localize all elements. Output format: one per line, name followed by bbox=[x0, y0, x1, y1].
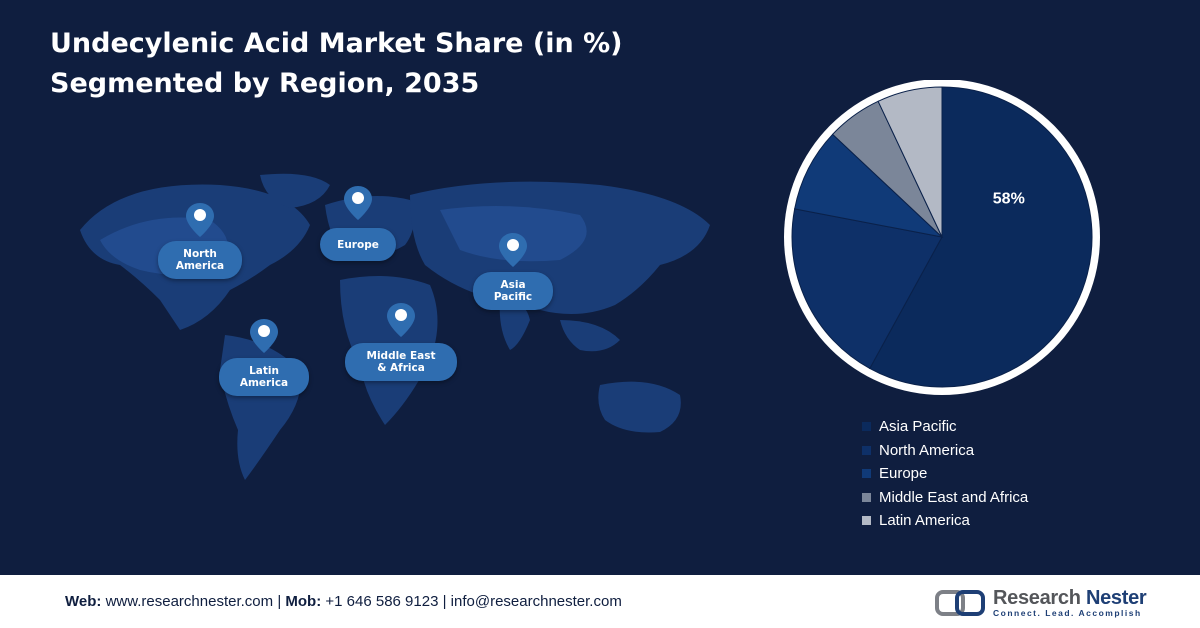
region-tag-line: & Africa bbox=[377, 362, 425, 374]
pie-chart-svg: 58% bbox=[784, 79, 1100, 395]
map-pin-icon bbox=[344, 186, 372, 220]
contact-info: Web: www.researchnester.com | Mob: +1 64… bbox=[65, 593, 622, 610]
region-tag-line: Middle East bbox=[366, 350, 436, 362]
web-link[interactable]: www.researchnester.com bbox=[105, 593, 274, 610]
phone-number: +1 646 586 9123 bbox=[325, 593, 439, 610]
pie-chart: 58% bbox=[770, 79, 1115, 395]
title-line-2: Segmented by Region, 2035 bbox=[50, 68, 480, 99]
region-tag-line: Europe bbox=[337, 238, 379, 251]
region-tag-middle-east-africa: Middle East & Africa bbox=[345, 343, 457, 381]
web-label: Web: bbox=[65, 593, 102, 610]
map-greenland bbox=[260, 173, 330, 208]
chart-legend: Asia Pacific North America Europe Middle Ea… bbox=[862, 415, 1028, 533]
chart-title: Undecylenic Acid Market Share (in %) Seg… bbox=[50, 24, 623, 104]
legend-swatch bbox=[862, 469, 871, 479]
region-tag-line: Asia bbox=[500, 279, 526, 291]
region-tag-line: America bbox=[239, 377, 289, 389]
region-tag-line: Pacific bbox=[493, 291, 533, 303]
map-pin-icon bbox=[387, 303, 415, 337]
pie-slice-latin-america bbox=[877, 86, 943, 238]
legend-swatch bbox=[862, 422, 871, 432]
legend-label: Latin America bbox=[879, 512, 970, 530]
map-southeast-asia bbox=[560, 320, 620, 352]
region-tag-europe: Europe bbox=[320, 228, 396, 261]
footer: Web: www.researchnester.com | Mob: +1 64… bbox=[0, 575, 1200, 628]
legend-item: Europe bbox=[862, 462, 1028, 486]
region-tag-line: North bbox=[183, 248, 217, 260]
legend-item: Middle East and Africa bbox=[862, 486, 1028, 510]
brand-tagline: Connect. Lead. Accomplish bbox=[993, 608, 1142, 618]
region-tag-line: America bbox=[175, 260, 225, 272]
brand-logo: Research Nester Connect. Lead. Accomplis… bbox=[935, 585, 1147, 621]
legend-label: Europe bbox=[879, 465, 928, 483]
region-tag-asia-pacific: Asia Pacific bbox=[473, 272, 553, 310]
map-pin-icon bbox=[499, 233, 527, 267]
pie-data-label: 58% bbox=[993, 190, 1025, 207]
title-line-1: Undecylenic Acid Market Share (in %) bbox=[50, 28, 623, 59]
map-pin-icon bbox=[186, 203, 214, 237]
legend-swatch bbox=[862, 492, 871, 502]
separator: | bbox=[442, 593, 447, 610]
legend-item: North America bbox=[862, 439, 1028, 463]
region-tag-line: Latin bbox=[249, 365, 279, 377]
email-link[interactable]: info@researchnester.com bbox=[450, 593, 622, 610]
legend-label: Middle East and Africa bbox=[879, 488, 1029, 506]
legend-item: Latin America bbox=[862, 509, 1028, 533]
legend-label: North America bbox=[879, 441, 975, 459]
mob-label: Mob: bbox=[285, 593, 322, 610]
brand-name: Research Nester bbox=[993, 587, 1147, 609]
legend-label: Asia Pacific bbox=[879, 418, 957, 436]
brand-name-part: Nester bbox=[1085, 587, 1147, 609]
map-pin-icon bbox=[250, 319, 278, 353]
legend-item: Asia Pacific bbox=[862, 415, 1028, 439]
region-tag-north-america: North America bbox=[158, 241, 242, 279]
pie-slice-north-america bbox=[791, 208, 943, 370]
pie-slice-europe bbox=[794, 133, 944, 238]
brand-name-part: Research bbox=[993, 587, 1081, 609]
legend-swatch bbox=[862, 516, 871, 526]
map-india bbox=[499, 299, 530, 350]
region-tag-latin-america: Latin America bbox=[219, 358, 309, 396]
map-australia bbox=[598, 381, 681, 433]
separator: | bbox=[277, 593, 282, 610]
legend-swatch bbox=[862, 445, 871, 455]
map-south-america bbox=[220, 335, 301, 480]
research-nester-logo-icon bbox=[935, 590, 985, 616]
pie-slice-asia-pacific bbox=[869, 86, 1093, 388]
